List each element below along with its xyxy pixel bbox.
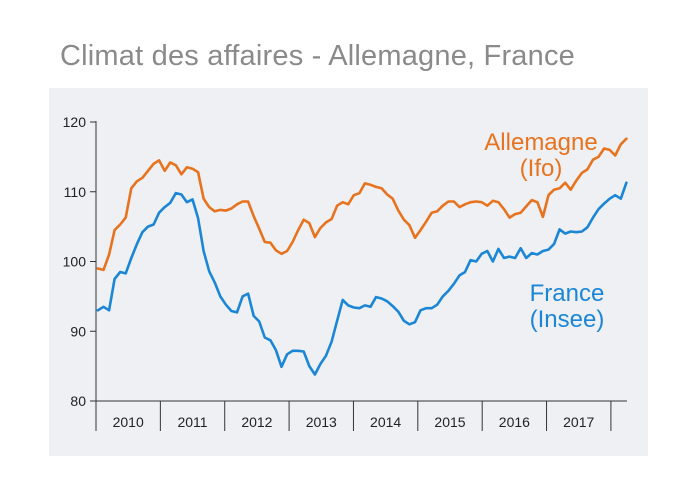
- x-ticks: 2010 2011 2012 2013 2014 2015 2016 2017: [95, 401, 612, 431]
- y-tick-label: 90: [70, 323, 86, 339]
- series-label-1-line-0: France: [530, 280, 605, 307]
- y-tick-label: 110: [64, 184, 87, 200]
- chart-panel: 80 90 100 110 120 2010 2011 2012 2013 2014 2015 20…: [49, 88, 648, 456]
- series-label-1-line-1: (Insee): [530, 306, 605, 333]
- x-tick-label: 2014: [370, 414, 401, 430]
- x-tick-label: 2013: [306, 414, 337, 430]
- series-layer: [96, 137, 628, 376]
- x-axis: 2010 2011 2012 2013 2014 2015 2016 2017: [95, 400, 627, 431]
- y-tick-label: 100: [63, 254, 87, 270]
- chart-title: Climat des affaires - Allemagne, France: [60, 40, 575, 72]
- x-tick-label: 2015: [434, 414, 465, 430]
- series-line-0: [96, 137, 628, 272]
- x-tick-label: 2017: [563, 414, 594, 430]
- y-axis: 80 90 100 110 120: [63, 114, 97, 430]
- series-label-0-line-0: Allemagne: [484, 129, 597, 156]
- y-tick-label: 80: [70, 393, 86, 409]
- x-tick-label: 2010: [113, 414, 144, 430]
- y-ticks: 80 90 100 110 120: [63, 114, 96, 409]
- y-tick-label: 120: [63, 114, 87, 130]
- series-line-1: [96, 181, 628, 376]
- series-label-layer: Allemagne(Ifo) France(Insee): [484, 129, 604, 333]
- x-tick-label: 2011: [177, 414, 207, 430]
- series-label-0-line-1: (Ifo): [520, 155, 563, 182]
- x-tick-label: 2012: [241, 414, 272, 430]
- x-tick-label: 2016: [499, 414, 530, 430]
